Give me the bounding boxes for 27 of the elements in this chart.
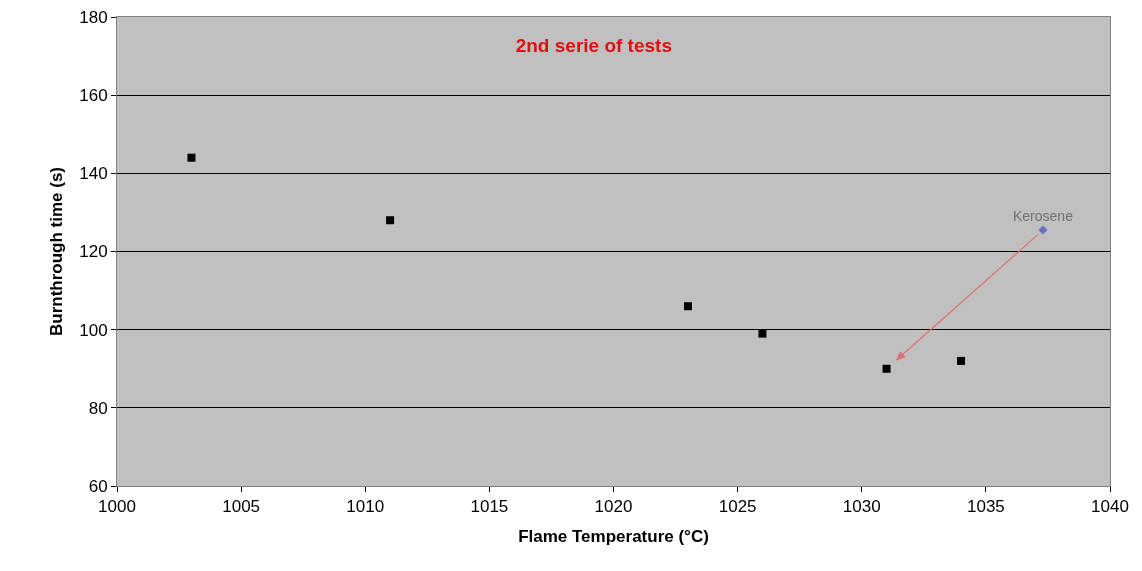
y-axis-title: Burnthrough time (s) (46, 166, 66, 337)
x-tick-label: 1030 (842, 497, 881, 517)
y-tick-label: 60 (88, 476, 108, 496)
y-tick-label: 120 (79, 242, 108, 262)
y-tick-label: 160 (79, 86, 108, 106)
y-tick-label: 180 (79, 7, 108, 27)
x-tick-label: 1025 (718, 497, 757, 517)
x-tick-label: 1015 (470, 497, 509, 517)
point (882, 364, 891, 373)
x-tick-label: 1040 (1091, 497, 1129, 517)
x-axis-title: Flame Temperature (°C) (518, 526, 709, 546)
text: 2nd serie of tests (515, 35, 672, 57)
y-tick-label: 140 (79, 164, 108, 184)
point (758, 329, 767, 338)
point (957, 356, 966, 365)
x-tick-label: 1035 (966, 497, 1005, 517)
x-tick-label: 1020 (594, 497, 633, 517)
series-label: Kerosene (1013, 208, 1074, 225)
point (1038, 225, 1048, 235)
x-tick-label: 1010 (346, 497, 385, 517)
x-tick-label: 1005 (222, 497, 261, 517)
y-tick-label: 80 (88, 398, 108, 418)
point (187, 153, 196, 162)
point (683, 302, 692, 311)
x-tick-label: 1000 (98, 497, 136, 517)
point (386, 216, 395, 225)
y-tick-label: 100 (79, 320, 108, 340)
